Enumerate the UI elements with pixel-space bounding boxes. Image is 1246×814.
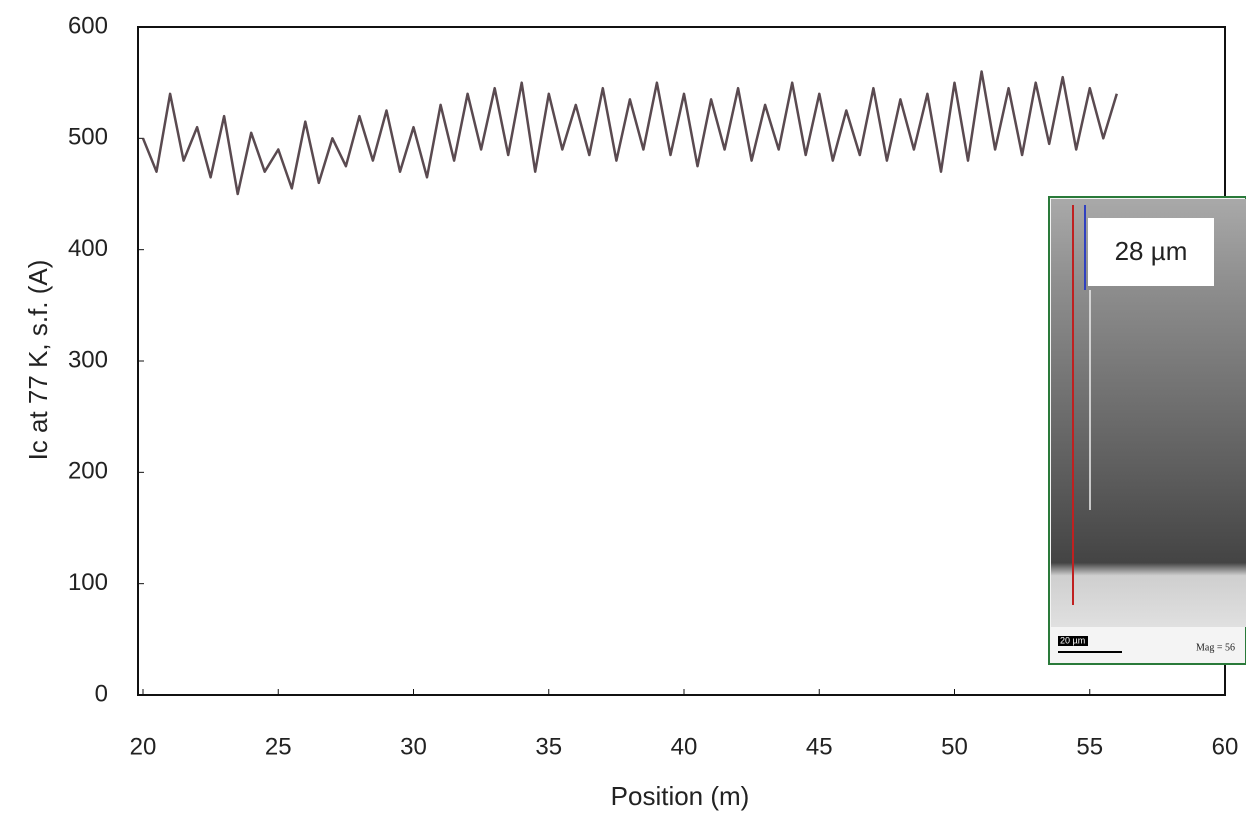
y-axis-title: Ic at 77 K, s.f. (A): [23, 260, 53, 461]
data-line: [141, 70, 1118, 196]
x-tick-label: 50: [941, 733, 968, 760]
y-tick-label: 200: [68, 458, 108, 485]
sem-inset: 28 µm 20 µm Mag = 56: [1048, 196, 1246, 665]
y-tick-label: 100: [68, 569, 108, 596]
x-tick-label: 20: [130, 733, 157, 760]
y-tick-label: 500: [68, 124, 108, 151]
magnification: Mag = 56: [1196, 642, 1235, 653]
x-tick-label: 30: [400, 733, 427, 760]
x-tick-label: 40: [671, 733, 698, 760]
x-axis-title: Position (m): [611, 781, 750, 811]
scale-bar-label: 20 µm: [1060, 635, 1085, 645]
y-tick-label: 600: [68, 12, 108, 39]
scale-bar-bg: [1058, 636, 1088, 646]
y-tick-label: 0: [95, 680, 108, 707]
x-tick-label: 25: [265, 733, 292, 760]
inset-label: 28 µm: [1115, 236, 1188, 266]
x-tick-label: 45: [806, 733, 833, 760]
y-tick-label: 300: [68, 346, 108, 373]
x-tick-label: 35: [535, 733, 562, 760]
x-tick-label: 60: [1212, 733, 1239, 760]
y-tick-label: 400: [68, 235, 108, 262]
x-tick-label: 55: [1076, 733, 1103, 760]
inset-label-box: [1088, 218, 1214, 286]
